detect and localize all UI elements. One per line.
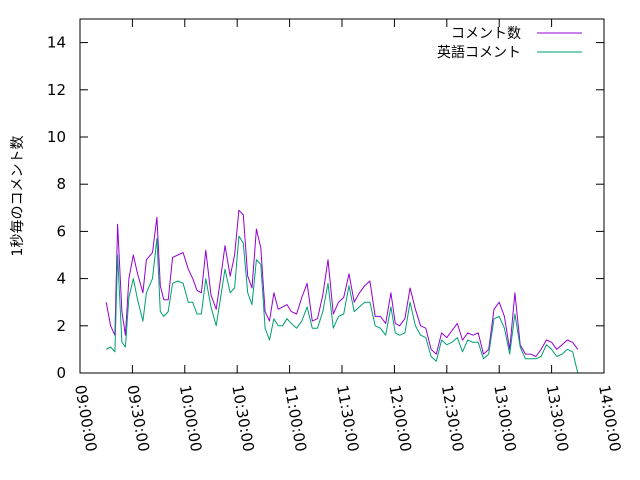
series-line-1 — [105, 235, 579, 374]
legend-label-1: 英語コメント — [437, 44, 521, 61]
y-tick-label: 0 — [56, 364, 66, 382]
y-tick-label: 10 — [47, 128, 66, 146]
y-tick-label: 4 — [56, 270, 66, 288]
y-axis: 0 2 4 6 8 10 12 14 — [47, 34, 604, 382]
legend-label-0: コメント数 — [451, 26, 521, 42]
plot-lines — [105, 209, 579, 374]
series-line-0 — [105, 209, 579, 357]
y-tick-label: 2 — [56, 317, 66, 335]
y-axis-title: 1秒毎のコメント数 — [10, 136, 26, 257]
y-tick-label: 12 — [47, 81, 66, 99]
y-tick-label: 8 — [56, 175, 66, 193]
y-tick-label: 6 — [56, 222, 66, 240]
y-tick-label: 14 — [47, 34, 66, 52]
